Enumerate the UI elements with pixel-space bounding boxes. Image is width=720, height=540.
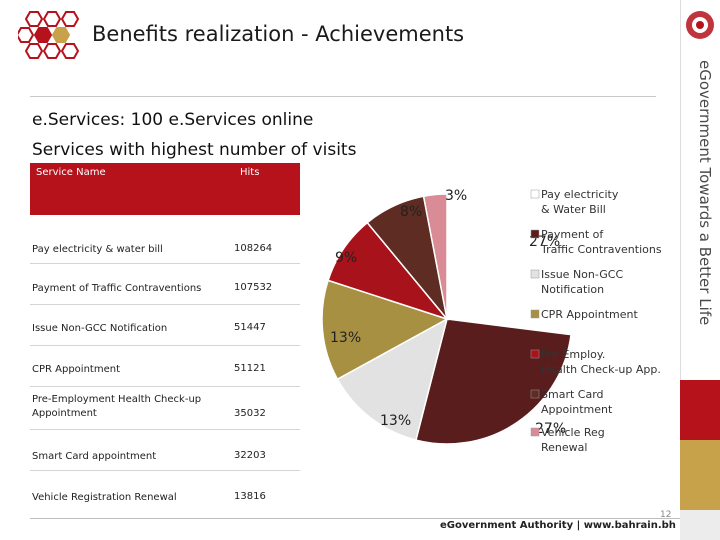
table-header: Service Name Hits: [30, 163, 300, 215]
emblem-icon: [686, 11, 714, 39]
row-hits: 107532: [234, 282, 273, 293]
pie-slice: [446, 193, 573, 336]
row-service-name: Payment of Traffic Contraventions: [32, 283, 202, 294]
table-row: Issue Non-GCC Notification 51447: [30, 305, 300, 346]
slice-value-label: 13%: [330, 330, 361, 346]
side-bar-grey: [680, 510, 720, 540]
legend-swatch: [530, 269, 540, 279]
header-divider: [30, 96, 656, 97]
footer-brand: eGovernment Authority | www.bahrain.bh: [440, 520, 676, 531]
table-row: Payment of Traffic Contraventions 107532: [30, 264, 300, 305]
legend-swatch: [530, 349, 540, 359]
legend-swatch: [530, 309, 540, 319]
subheading-eservices: e.Services: 100 e.Services online: [32, 110, 314, 130]
row-service-name: CPR Appointment: [32, 364, 120, 375]
row-hits: 51447: [234, 322, 266, 333]
legend-label: Smart Card Appointment: [541, 388, 613, 416]
table-row: Pre-Employment Health Check-up Appointme…: [30, 387, 300, 430]
row-service-name: Pre-Employment Health Check-up Appointme…: [32, 394, 202, 419]
row-service-name: Issue Non-GCC Notification: [32, 323, 168, 334]
legend-label: CPR Appointment: [541, 308, 638, 321]
pie-slice: [422, 193, 448, 320]
header-service-name: Service Name: [36, 167, 106, 178]
legend-swatch: [530, 427, 540, 437]
side-brand-text: eGovernment Towards a Better Life: [696, 60, 714, 325]
row-hits: 32203: [234, 450, 266, 461]
legend-label: Pay electricity & Water Bill: [541, 188, 619, 216]
legend-swatch: [530, 389, 540, 399]
services-table: Service Name Hits Pay electricity & wate…: [30, 163, 300, 506]
subheading-highest-visits: Services with highest number of visits: [32, 140, 357, 160]
slice-value-label: 3%: [445, 188, 467, 204]
pie-chart: 27%27%13%13%9%8%3% Pay electricity & Water…: [321, 188, 662, 454]
page-number: 12: [660, 510, 672, 520]
legend-label: Payment of Traffic Contraventions: [540, 228, 662, 256]
slice-value-label: 27%: [535, 421, 566, 437]
side-bar-gold: [680, 440, 720, 510]
table-row: Vehicle Registration Renewal 13816: [30, 471, 300, 505]
slice-value-label: 13%: [380, 413, 411, 429]
side-bar-white: [680, 0, 720, 380]
slice-value-label: 9%: [335, 250, 357, 266]
row-service-name: Vehicle Registration Renewal: [32, 492, 177, 503]
side-bar-red: [680, 380, 720, 440]
pie-slice: [321, 279, 449, 381]
table-row: CPR Appointment 51121: [30, 346, 300, 387]
row-hits: 108264: [234, 243, 273, 254]
header-hits: Hits: [240, 167, 260, 178]
footer-divider: [30, 518, 680, 519]
hexagon-logo-icon: [18, 11, 80, 59]
row-hits: 51121: [234, 363, 266, 374]
legend-swatch: [530, 229, 540, 239]
row-service-name: Smart Card appointment: [32, 451, 157, 462]
legend-label: Vehicle Reg Renewal: [541, 426, 605, 454]
legend-label: Pre-Employ. Health Check-up App.: [541, 348, 661, 376]
row-hits: 13816: [234, 491, 266, 502]
row-hits: 35032: [234, 408, 266, 419]
legend-swatch: [530, 189, 540, 199]
table-row: Pay electricity & water bill 108264: [30, 215, 300, 264]
svg-text:eGovernment Towards a Better L: eGovernment Towards a Better Life: [696, 60, 714, 325]
slice-value-label: 8%: [400, 204, 422, 220]
page-title: Benefits realization - Achievements: [92, 22, 465, 46]
pie-slice: [336, 317, 449, 441]
table-row: Smart Card appointment 32203: [30, 430, 300, 471]
row-service-name: Pay electricity & water bill: [32, 244, 163, 255]
legend-label: Issue Non-GCC Notification: [541, 268, 623, 296]
